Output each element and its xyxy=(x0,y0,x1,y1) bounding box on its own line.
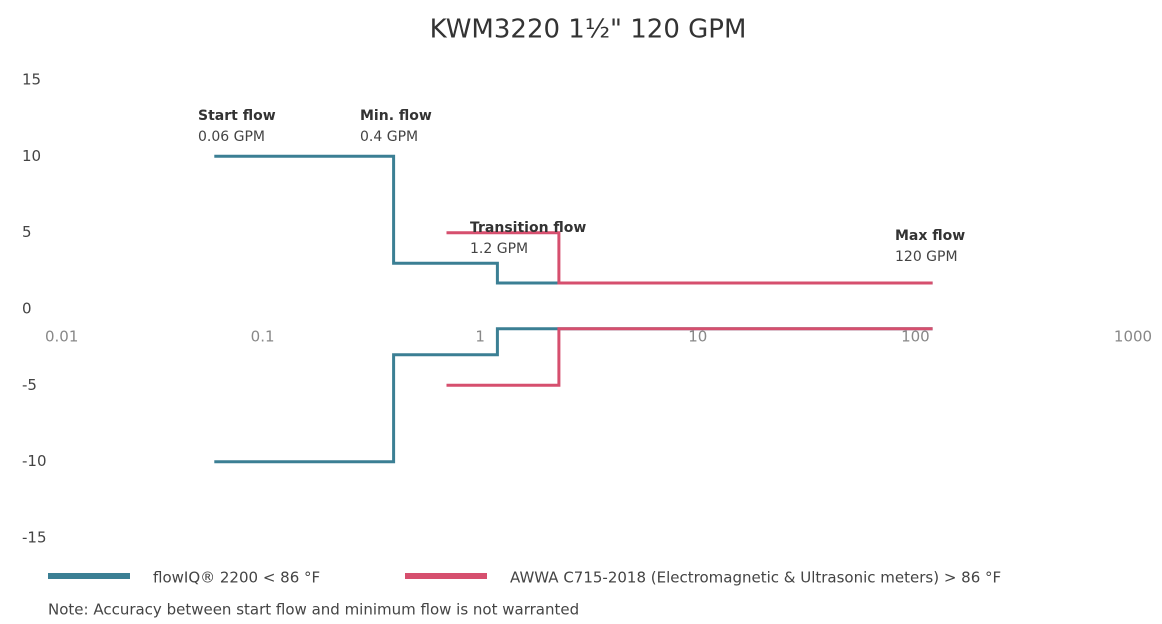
x-tick-label: 10 xyxy=(688,328,707,346)
x-tick-label: 100 xyxy=(901,328,930,346)
x-tick-label: 0.1 xyxy=(251,328,275,346)
series-line xyxy=(214,154,933,464)
y-tick-label: -15 xyxy=(22,529,47,547)
y-tick-label: 5 xyxy=(22,223,32,241)
legend-label: AWWA C715-2018 (Electromagnetic & Ultras… xyxy=(510,569,1001,587)
y-tick-label: -5 xyxy=(22,376,37,394)
series-line xyxy=(446,231,933,387)
y-tick-label: -10 xyxy=(22,452,47,470)
annotation-text: 0.4 GPM xyxy=(360,129,418,145)
y-tick-label: 15 xyxy=(22,71,41,89)
chart-title: KWM3220 1½" 120 GPM xyxy=(430,15,747,45)
x-tick-label: 0.01 xyxy=(45,328,78,346)
x-tick-label: 1000 xyxy=(1114,328,1152,346)
annotation-label: Max flow xyxy=(895,228,965,244)
y-tick-label: 10 xyxy=(22,147,41,165)
annotation-text: 0.06 GPM xyxy=(198,129,265,145)
annotation-label: Transition flow xyxy=(470,220,586,236)
annotation-text: 120 GPM xyxy=(895,249,958,265)
annotation-label: Min. flow xyxy=(360,108,432,124)
y-tick-label: 0 xyxy=(22,300,32,318)
annotation-text: 1.2 GPM xyxy=(470,241,528,257)
note: Note: Accuracy between start flow and mi… xyxy=(48,601,579,619)
x-tick-label: 1 xyxy=(475,328,485,346)
legend-label: flowIQ® 2200 < 86 °F xyxy=(153,569,320,587)
annotation-label: Start flow xyxy=(198,108,276,124)
